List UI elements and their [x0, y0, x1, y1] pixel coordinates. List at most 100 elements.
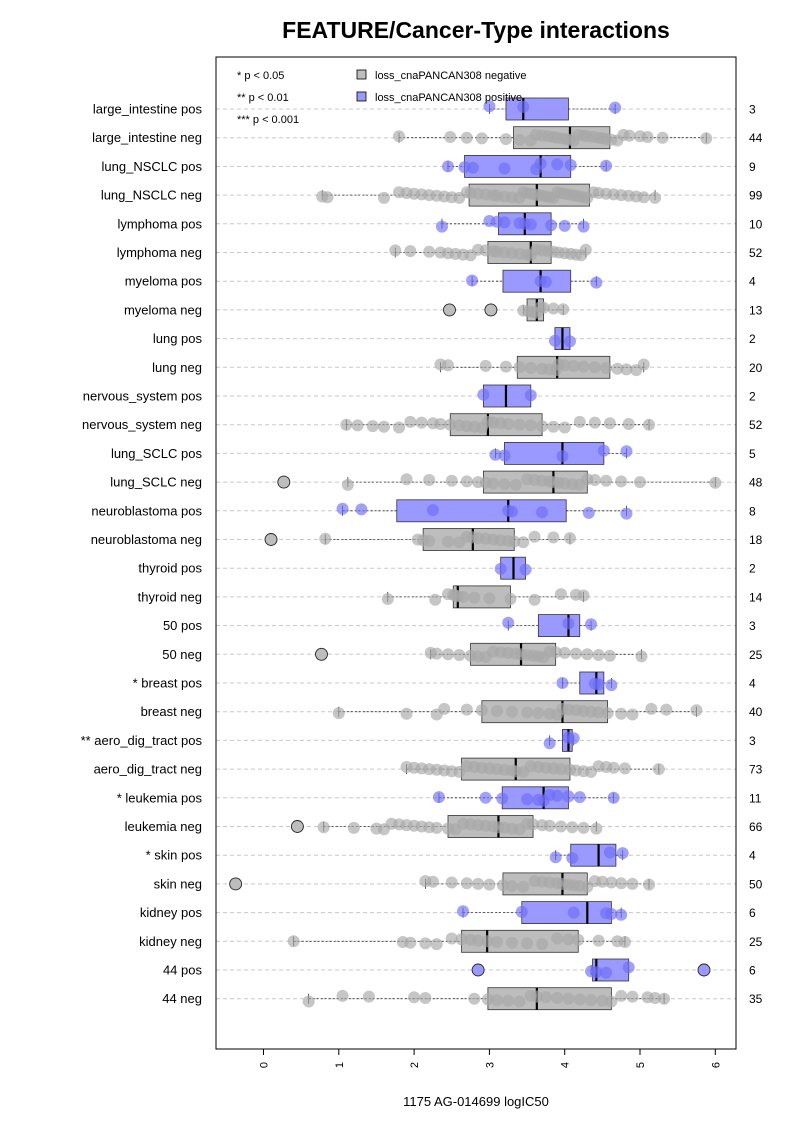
chart-title: FEATURE/Cancer-Type interactions — [282, 17, 670, 43]
data-point — [563, 335, 576, 348]
group-label: leukemia neg — [125, 819, 202, 834]
data-point — [336, 989, 349, 1002]
data-point — [562, 933, 575, 946]
legend-sig-2: ** p < 0.01 — [237, 92, 289, 104]
data-point — [554, 820, 567, 833]
data-point — [572, 933, 585, 946]
data-point — [557, 303, 570, 316]
data-point — [426, 875, 439, 888]
legend: * p < 0.05 ** p < 0.01 *** p < 0.001 los… — [237, 69, 526, 126]
data-point — [605, 876, 618, 889]
x-tick-label: 1 — [334, 1062, 346, 1068]
group-count: 66 — [749, 820, 763, 834]
legend-sig-3: *** p < 0.001 — [237, 114, 299, 126]
data-point — [590, 276, 603, 289]
data-point — [340, 418, 353, 431]
data-point — [483, 592, 496, 605]
data-point — [573, 993, 586, 1006]
data-point — [536, 506, 549, 519]
data-point — [643, 418, 656, 431]
data-point — [558, 646, 571, 659]
group-label: * skin pos — [146, 848, 203, 863]
data-point — [319, 532, 332, 545]
data-point — [355, 503, 368, 516]
grid-lines — [216, 108, 736, 1000]
data-point — [521, 706, 534, 719]
group-label: 50 pos — [163, 618, 203, 633]
group-count: 52 — [749, 418, 763, 432]
data-point — [592, 706, 605, 719]
data-point — [592, 678, 605, 691]
data-point — [637, 191, 650, 204]
group-label: aero_dig_tract neg — [94, 762, 202, 777]
data-point — [596, 994, 609, 1007]
box-positive — [482, 384, 532, 408]
data-point — [551, 789, 564, 802]
data-point — [524, 419, 537, 432]
data-point — [567, 732, 580, 745]
data-point — [508, 535, 521, 548]
data-point — [590, 966, 603, 979]
box-layer — [293, 97, 716, 1011]
data-point — [415, 416, 428, 429]
data-point — [600, 966, 613, 979]
group-count: 4 — [749, 849, 756, 863]
data-point — [551, 932, 564, 945]
data-point — [475, 704, 488, 717]
data-point — [351, 419, 364, 432]
data-point — [601, 707, 614, 720]
data-point — [567, 906, 580, 919]
group-label: lung_SCLC neg — [110, 475, 202, 490]
data-point — [499, 360, 512, 373]
data-point — [477, 388, 490, 401]
legend-swatch-negative — [356, 69, 367, 80]
data-point — [496, 792, 509, 805]
data-point — [404, 936, 417, 949]
group-label: breast neg — [141, 704, 202, 719]
group-label: thyroid neg — [138, 589, 202, 604]
data-point — [656, 131, 669, 144]
data-point — [536, 420, 549, 433]
data-point — [444, 418, 457, 431]
data-point — [620, 507, 633, 520]
data-point — [623, 129, 636, 142]
data-point — [600, 159, 613, 172]
data-point — [505, 936, 518, 949]
box-positive — [396, 499, 567, 523]
data-point — [597, 444, 610, 457]
data-point — [445, 876, 458, 889]
data-point — [577, 589, 590, 602]
data-point — [502, 616, 515, 629]
data-point — [404, 415, 417, 428]
data-point — [615, 475, 628, 488]
data-point — [408, 991, 421, 1004]
data-point — [393, 130, 406, 143]
data-point — [472, 877, 485, 890]
data-point — [498, 216, 511, 229]
data-point — [302, 995, 315, 1008]
data-point — [505, 880, 518, 892]
data-point — [616, 847, 629, 860]
data-point — [603, 649, 616, 662]
data-point — [590, 822, 603, 835]
data-point — [521, 793, 534, 806]
group-label: ** aero_dig_tract pos — [81, 733, 203, 748]
data-point — [547, 531, 560, 544]
group-label: nervous_system pos — [83, 389, 203, 404]
x-tick-label: 6 — [710, 1062, 722, 1068]
outlier-point — [290, 820, 304, 833]
data-point — [573, 791, 586, 804]
group-count: 14 — [749, 590, 763, 604]
data-point — [481, 993, 494, 1006]
data-point — [404, 245, 417, 258]
data-point — [554, 588, 567, 601]
data-point — [513, 133, 526, 146]
data-point — [582, 506, 595, 519]
data-point — [558, 219, 571, 232]
data-point — [468, 992, 481, 1005]
group-label: nervous_system neg — [82, 417, 202, 432]
data-point — [562, 617, 575, 630]
group-count: 20 — [749, 361, 763, 375]
data-point — [609, 101, 622, 114]
data-point — [499, 133, 512, 146]
